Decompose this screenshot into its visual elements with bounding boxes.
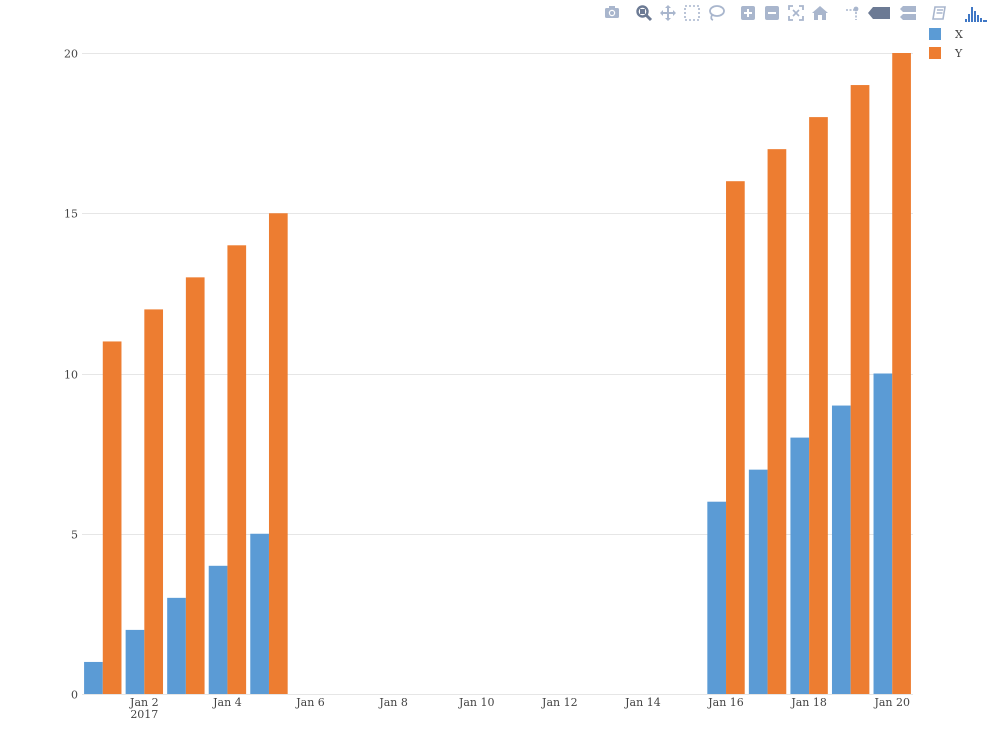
- zoom-out-icon[interactable]: [760, 2, 784, 24]
- bar-y-2017-01-02[interactable]: [144, 309, 164, 694]
- bar-y-2017-01-01[interactable]: [102, 341, 122, 694]
- bar-x-2017-01-03[interactable]: [167, 597, 186, 694]
- bar-x-2017-01-18[interactable]: [790, 437, 810, 694]
- box-select-icon[interactable]: [680, 2, 704, 24]
- bar-x-2017-01-05[interactable]: [250, 533, 269, 694]
- bar-y-2017-01-19[interactable]: [850, 85, 870, 695]
- bar-y-2017-01-05[interactable]: [268, 213, 288, 694]
- x-tick-label: Jan 14: [624, 696, 661, 709]
- bar-x-2017-01-16[interactable]: [707, 501, 727, 694]
- y-tick-label: 20: [64, 48, 78, 61]
- legend[interactable]: XY: [929, 28, 963, 60]
- bars: [84, 53, 911, 695]
- x-tick-label: Jan 16: [707, 696, 744, 709]
- hover-compare-icon[interactable]: [896, 2, 920, 24]
- autoscale-icon[interactable]: [784, 2, 808, 24]
- pan-icon[interactable]: [656, 2, 680, 24]
- x-tick-label: Jan 4: [212, 696, 242, 709]
- lasso-select-icon[interactable]: [704, 2, 728, 24]
- legend-item-y[interactable]: Y: [929, 47, 963, 60]
- y-tick-label: 10: [64, 369, 78, 382]
- y-tick-label: 0: [71, 689, 78, 702]
- bar-x-2017-01-17[interactable]: [748, 469, 768, 694]
- x-tick-label: Jan 18: [790, 696, 827, 709]
- legend-label: Y: [954, 47, 963, 60]
- bar-x-2017-01-20[interactable]: [873, 373, 893, 695]
- spike-lines-icon[interactable]: [840, 2, 864, 24]
- hover-closest-icon[interactable]: [864, 2, 896, 24]
- bar-y-2017-01-16[interactable]: [726, 181, 745, 694]
- bar-x-2017-01-19[interactable]: [831, 405, 851, 694]
- legend-swatch: [929, 28, 941, 40]
- bar-y-2017-01-17[interactable]: [767, 149, 787, 694]
- camera-icon[interactable]: [600, 2, 624, 24]
- zoom-in-icon[interactable]: [736, 2, 760, 24]
- legend-swatch: [929, 47, 941, 59]
- edit-chart-icon[interactable]: [928, 2, 952, 24]
- plotly-logo-icon[interactable]: [960, 2, 992, 24]
- x-tick-label: Jan 2: [129, 696, 159, 709]
- x-tick-label: Jan 20: [873, 696, 910, 709]
- bar-y-2017-01-03[interactable]: [185, 277, 205, 694]
- bar-x-2017-01-04[interactable]: [208, 565, 228, 694]
- bar-y-2017-01-04[interactable]: [227, 245, 247, 695]
- y-tick-label: 15: [64, 208, 78, 221]
- gridlines: [82, 53, 913, 695]
- x-tick-label: Jan 8: [378, 696, 408, 709]
- x-tick-label: Jan 10: [458, 696, 495, 709]
- bar-y-2017-01-18[interactable]: [809, 117, 828, 695]
- home-icon[interactable]: [808, 2, 832, 24]
- legend-item-x[interactable]: X: [929, 28, 963, 41]
- bar-x-2017-01-02[interactable]: [125, 629, 145, 694]
- legend-label: X: [955, 28, 963, 41]
- zoom-icon[interactable]: [632, 2, 656, 24]
- x-tick-label: Jan 12: [541, 696, 578, 709]
- bar-x-2017-01-01[interactable]: [84, 661, 103, 694]
- y-tick-label: 5: [71, 529, 78, 542]
- x-tick-label: Jan 6: [295, 696, 325, 709]
- modebar: [600, 2, 992, 24]
- x-tick-sublabel: 2017: [130, 708, 158, 721]
- bar-y-2017-01-20[interactable]: [892, 53, 911, 694]
